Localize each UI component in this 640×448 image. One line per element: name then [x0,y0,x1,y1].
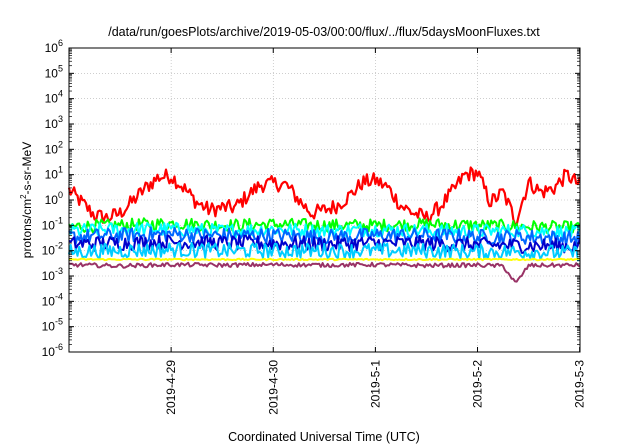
y-tick-label-base: 10 [42,345,56,359]
y-tick-label-exponent: -3 [55,266,63,276]
y-tick-label: 104 [45,89,63,106]
y-tick-label-base: 10 [42,244,56,258]
y-tick-label-exponent: -5 [55,317,63,327]
y-tick-label: 10-3 [42,266,63,283]
x-axis-label: Coordinated Universal Time (UTC) [228,430,420,444]
series-layer [67,166,581,283]
y-axis-label-sup: 2 [19,194,28,199]
y-tick-label-exponent: -4 [55,291,63,301]
y-tick-label-base: 10 [45,92,59,106]
y-tick-label-base: 10 [45,168,59,182]
series-line-8 [68,261,581,283]
x-tick-label: 2019-5-3 [573,360,587,408]
y-tick-label-exponent: 5 [58,63,63,73]
y-tick-label: 103 [45,114,63,131]
y-tick-label-base: 10 [42,269,56,283]
y-tick-label: 102 [45,139,63,156]
axes: 10-610-510-410-310-210-11001011021031041… [42,38,587,415]
series-line-5 [68,234,581,255]
series-line-7 [68,257,580,262]
x-tick-label: 2019-4-30 [266,360,280,415]
y-tick-label-exponent: -2 [55,241,63,251]
y-tick-label-exponent: -6 [55,342,63,352]
y-axis-label: protons/cm2-s-sr-MeV [19,142,34,258]
y-axis-label-part1: protons/cm [20,199,34,258]
series-line-2 [68,217,581,235]
y-tick-label-exponent: 0 [58,190,63,200]
y-tick-label: 100 [45,190,63,207]
y-tick-label-exponent: 4 [58,89,63,99]
y-tick-label-base: 10 [45,41,59,55]
series-line-1 [67,166,581,226]
y-tick-label-exponent: 2 [58,139,63,149]
y-tick-label-base: 10 [45,142,59,156]
y-tick-label-base: 10 [45,193,59,207]
y-tick-label: 10-1 [42,215,63,232]
series-line-6 [68,241,581,262]
chart-title: /data/run/goesPlots/archive/2019-05-03/0… [108,25,540,39]
y-tick-label: 105 [45,63,63,80]
y-tick-label-base: 10 [45,66,59,80]
y-tick-label-exponent: -1 [55,215,63,225]
series-line-3 [68,221,581,241]
y-tick-label: 10-4 [42,291,63,308]
y-tick-label: 10-6 [42,342,63,359]
y-tick-label-base: 10 [42,218,56,232]
y-tick-label: 10-2 [42,241,63,258]
y-axis-label-part2: -s-sr-MeV [20,142,34,195]
x-tick-label: 2019-5-2 [471,360,485,408]
y-tick-label: 101 [45,165,63,182]
y-tick-label-base: 10 [45,117,59,131]
y-tick-label: 106 [45,38,63,55]
y-tick-label-exponent: 1 [58,165,63,175]
y-tick-label: 10-5 [42,317,63,334]
y-tick-label-exponent: 3 [58,114,63,124]
y-tick-label-base: 10 [42,320,56,334]
x-tick-label: 2019-5-1 [368,360,382,408]
y-tick-label-exponent: 6 [58,38,63,48]
y-tick-label-base: 10 [42,294,56,308]
x-tick-label: 2019-4-29 [164,360,178,415]
